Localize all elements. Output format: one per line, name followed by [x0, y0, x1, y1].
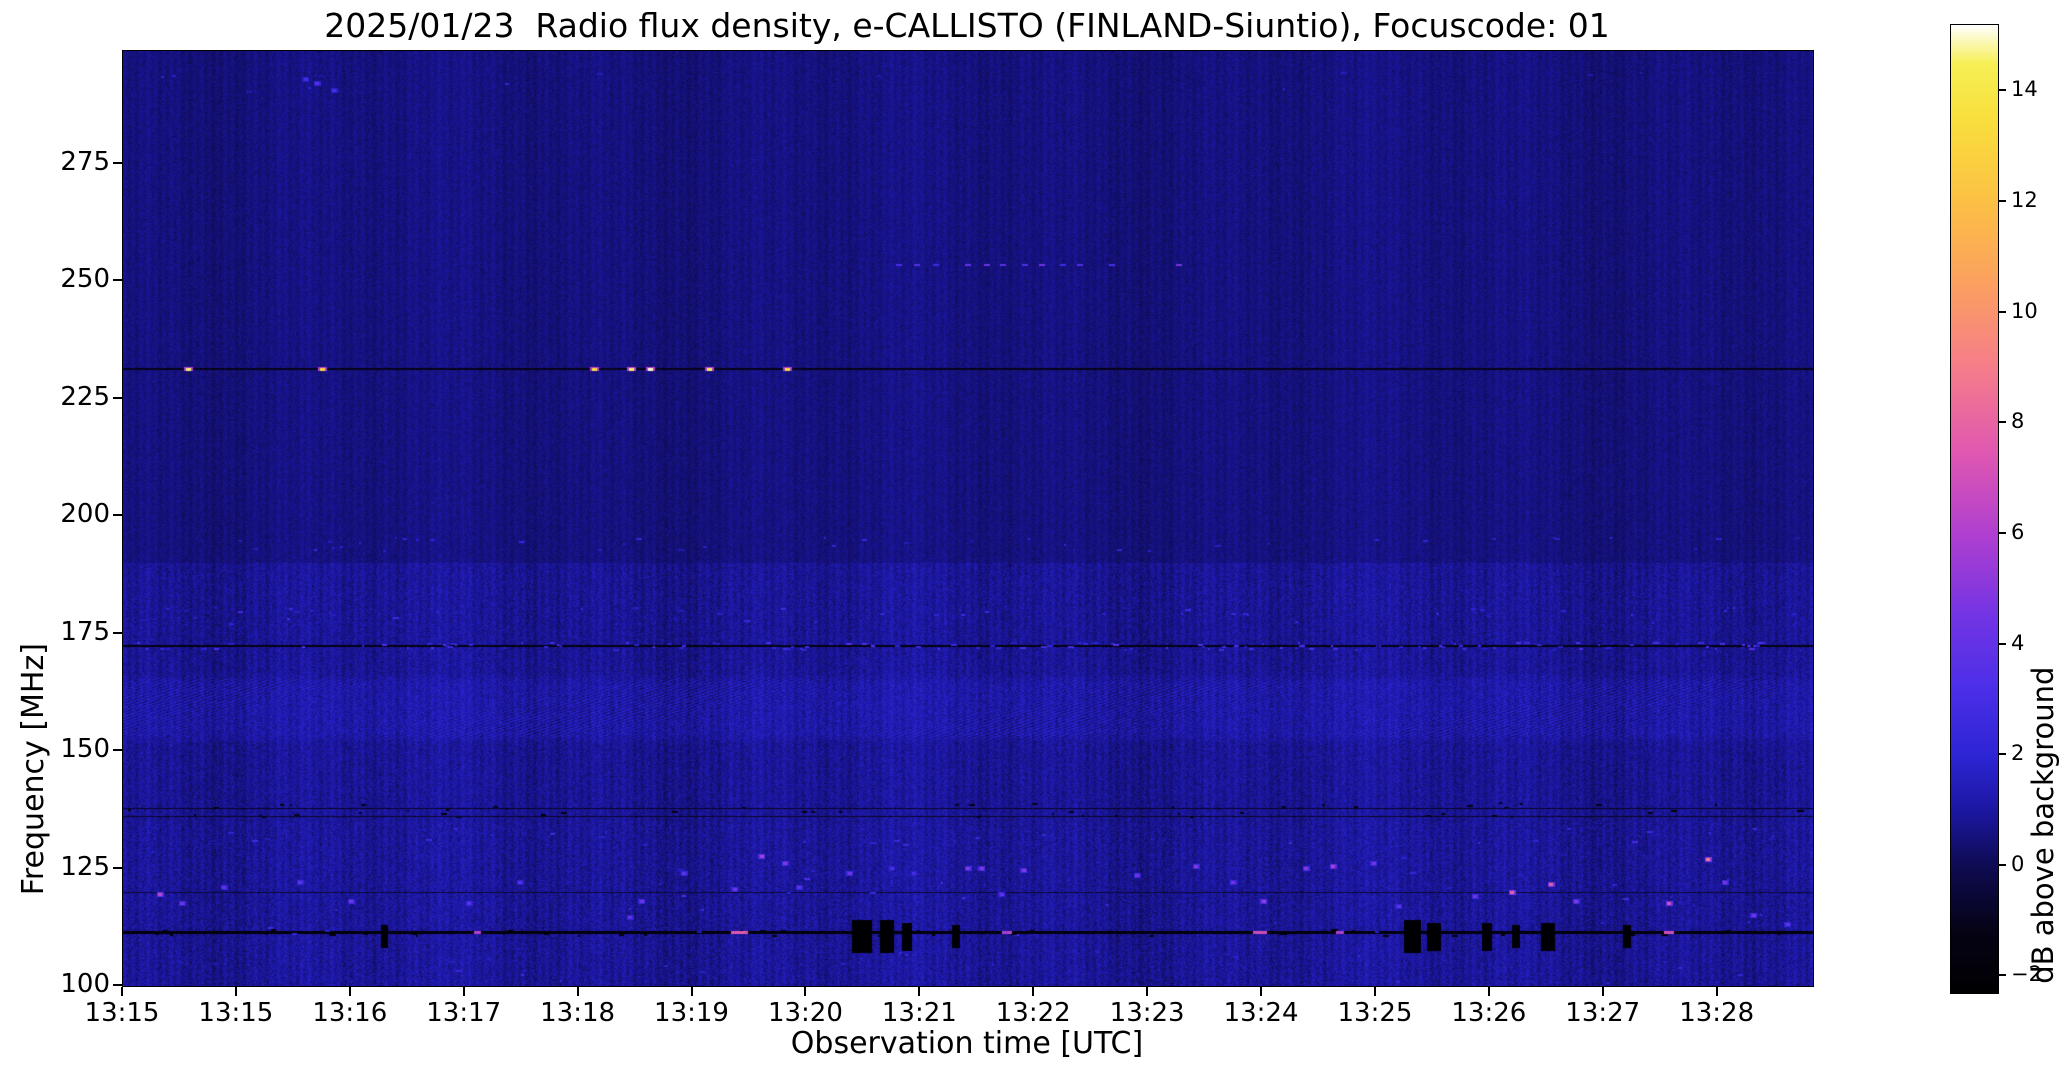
x-tick-mark: [1601, 987, 1604, 996]
x-tick-mark: [121, 987, 123, 996]
x-tick-label: 13:23: [1109, 998, 1185, 1028]
colorbar-tick-mark: [1999, 642, 2006, 645]
colorbar-tick-label: 2: [2011, 741, 2025, 766]
x-tick-label: 13:22: [995, 998, 1071, 1028]
x-tick-mark: [1146, 987, 1149, 996]
x-tick-mark: [690, 987, 693, 996]
colorbar-tick-label: 12: [2011, 188, 2038, 212]
y-tick-label: 225: [60, 381, 110, 412]
y-tick-label: 175: [60, 616, 110, 647]
x-tick-label: 13:27: [1565, 998, 1641, 1028]
y-tick-mark: [113, 514, 122, 517]
colorbar-label: dB above background: [2026, 666, 2060, 984]
colorbar-tick-mark: [1999, 974, 2006, 977]
x-tick-label: 13:26: [1451, 998, 1527, 1028]
y-tick-label: 100: [60, 969, 110, 999]
colorbar-tick-mark: [1999, 89, 2006, 92]
x-tick-label: 13:24: [1223, 998, 1299, 1028]
colorbar-tick-label: 4: [2011, 630, 2025, 655]
y-tick-label: 250: [60, 264, 110, 295]
x-tick-label: 13:25: [1337, 998, 1413, 1028]
x-axis-label: Observation time [UTC]: [790, 1026, 1144, 1061]
x-tick-mark: [348, 987, 351, 996]
colorbar-tick-mark: [1999, 753, 2006, 756]
colorbar-tick-label: 6: [2011, 519, 2025, 544]
y-tick-mark: [113, 984, 122, 986]
colorbar-tick-mark: [1999, 200, 2006, 202]
colorbar-tick-label: −2: [2011, 962, 2042, 987]
colorbar: [1950, 24, 1999, 994]
colorbar-tick-mark: [1999, 421, 2006, 424]
x-tick-mark: [234, 987, 237, 996]
y-tick-mark: [113, 279, 122, 282]
x-tick-label: 13:16: [312, 998, 388, 1028]
colorbar-gradient: [1951, 25, 1998, 993]
colorbar-tick-label: 10: [2011, 298, 2038, 323]
colorbar-tick-label: 14: [2011, 77, 2038, 102]
y-tick-mark: [113, 161, 122, 164]
colorbar-tick-mark: [1999, 863, 2006, 866]
y-tick-label: 150: [60, 734, 110, 765]
x-tick-label: 13:28: [1679, 998, 1755, 1028]
colorbar-tick-label: 0: [2011, 851, 2025, 876]
colorbar-tick-label: 8: [2011, 409, 2025, 434]
x-tick-mark: [1260, 987, 1263, 996]
spectrogram-heatmap-canvas: [123, 51, 1813, 986]
x-tick-mark: [1373, 987, 1376, 996]
x-tick-mark: [576, 987, 579, 996]
x-tick-label: 13:19: [654, 998, 729, 1028]
chart-title: 2025/01/23 Radio flux density, e-CALLIST…: [324, 6, 1610, 45]
colorbar-tick-mark: [1999, 531, 2006, 534]
x-tick-mark: [462, 987, 465, 996]
x-tick-mark: [804, 987, 807, 996]
y-tick-mark: [113, 631, 122, 634]
y-tick-label: 275: [60, 146, 110, 177]
x-tick-mark: [1032, 987, 1035, 996]
x-tick-mark: [1487, 987, 1490, 996]
x-tick-label: 13:21: [881, 998, 957, 1028]
x-tick-label: 13:15: [84, 998, 160, 1028]
y-tick-mark: [113, 396, 122, 399]
plot-area: [122, 50, 1814, 987]
x-tick-label: 13:17: [426, 998, 502, 1028]
x-tick-mark: [918, 987, 921, 996]
colorbar-tick-mark: [1999, 310, 2006, 313]
x-tick-label: 13:20: [767, 998, 843, 1028]
x-tick-mark: [1715, 987, 1718, 996]
y-tick-mark: [113, 866, 122, 869]
y-axis-label: Frequency [MHz]: [16, 643, 51, 896]
x-tick-label: 13:18: [540, 998, 616, 1028]
x-tick-label: 13:15: [198, 998, 274, 1028]
y-tick-label: 125: [60, 851, 110, 882]
y-tick-label: 200: [60, 499, 110, 530]
y-tick-mark: [113, 749, 122, 752]
